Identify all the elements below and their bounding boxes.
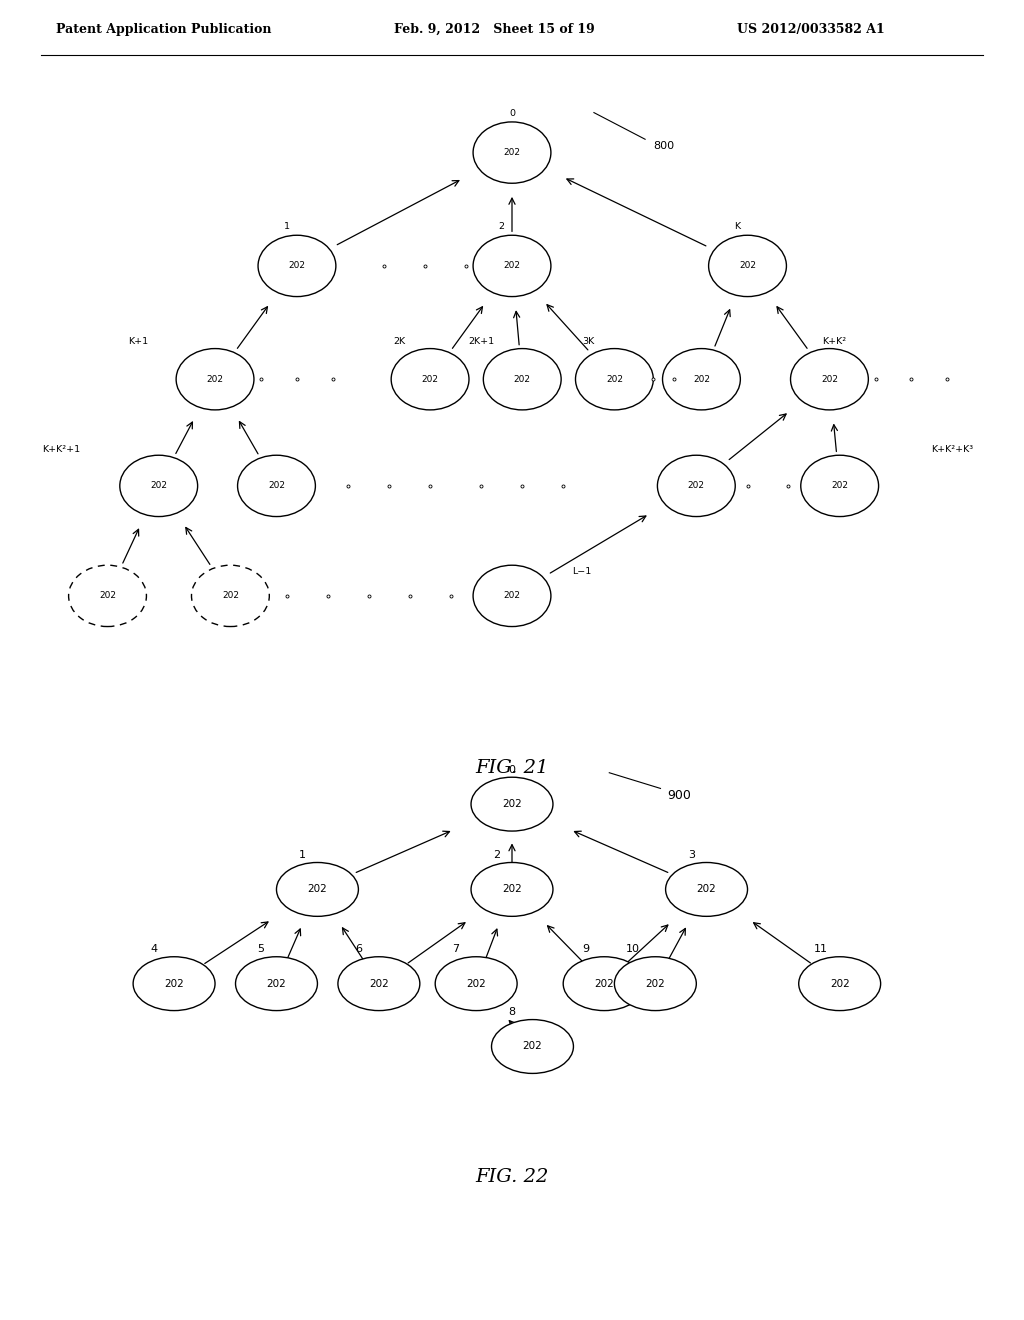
Text: 202: 202 (504, 261, 520, 271)
Text: 202: 202 (502, 799, 522, 809)
Text: 202: 202 (151, 482, 167, 491)
Text: K+1: K+1 (128, 337, 148, 346)
Ellipse shape (258, 235, 336, 297)
Ellipse shape (176, 348, 254, 411)
Text: 202: 202 (831, 482, 848, 491)
Text: 202: 202 (696, 884, 717, 895)
Text: 2: 2 (494, 850, 500, 861)
Text: 202: 202 (504, 591, 520, 601)
Text: 202: 202 (422, 375, 438, 384)
Ellipse shape (238, 455, 315, 516)
Text: 2K: 2K (393, 337, 406, 346)
Ellipse shape (709, 235, 786, 297)
Ellipse shape (492, 1019, 573, 1073)
Text: 202: 202 (693, 375, 710, 384)
Ellipse shape (120, 455, 198, 516)
Ellipse shape (191, 565, 269, 627)
Ellipse shape (663, 348, 740, 411)
Ellipse shape (791, 348, 868, 411)
Text: 900: 900 (668, 789, 691, 803)
Ellipse shape (435, 957, 517, 1011)
Text: 202: 202 (688, 482, 705, 491)
Text: 202: 202 (222, 591, 239, 601)
Text: 6: 6 (355, 945, 361, 954)
Text: Patent Application Publication: Patent Application Publication (56, 22, 271, 36)
Text: 202: 202 (606, 375, 623, 384)
Ellipse shape (473, 235, 551, 297)
Text: 202: 202 (594, 978, 614, 989)
Text: 202: 202 (829, 978, 850, 989)
Text: 202: 202 (502, 884, 522, 895)
Ellipse shape (236, 957, 317, 1011)
Text: 3K: 3K (583, 337, 595, 346)
Text: 5: 5 (258, 945, 264, 954)
Text: 202: 202 (307, 884, 328, 895)
Text: 800: 800 (653, 141, 675, 150)
Text: 202: 202 (266, 978, 287, 989)
Text: 202: 202 (739, 261, 756, 271)
Text: 202: 202 (522, 1041, 543, 1052)
Text: 1: 1 (299, 850, 305, 861)
Ellipse shape (391, 348, 469, 411)
Text: 202: 202 (369, 978, 389, 989)
Text: 202: 202 (514, 375, 530, 384)
Text: K+K²+1: K+K²+1 (42, 445, 81, 454)
Text: 202: 202 (821, 375, 838, 384)
Ellipse shape (801, 455, 879, 516)
Text: 202: 202 (268, 482, 285, 491)
Text: 1: 1 (284, 222, 290, 231)
Text: 11: 11 (814, 945, 828, 954)
Ellipse shape (471, 777, 553, 832)
Ellipse shape (133, 957, 215, 1011)
Text: FIG. 21: FIG. 21 (475, 759, 549, 777)
Text: 2K+1: 2K+1 (468, 337, 495, 346)
Ellipse shape (614, 957, 696, 1011)
Text: 202: 202 (289, 261, 305, 271)
Text: 0: 0 (509, 110, 515, 117)
Text: 7: 7 (453, 945, 459, 954)
Text: L−1: L−1 (572, 566, 591, 576)
Text: 8: 8 (509, 1007, 515, 1018)
Text: 202: 202 (645, 978, 666, 989)
Text: K+K²: K+K² (822, 337, 847, 346)
Ellipse shape (799, 957, 881, 1011)
Text: US 2012/0033582 A1: US 2012/0033582 A1 (737, 22, 885, 36)
Text: 202: 202 (164, 978, 184, 989)
Ellipse shape (657, 455, 735, 516)
Ellipse shape (338, 957, 420, 1011)
Ellipse shape (276, 862, 358, 916)
Ellipse shape (483, 348, 561, 411)
Text: 10: 10 (626, 945, 640, 954)
Ellipse shape (69, 565, 146, 627)
Text: K: K (734, 222, 740, 231)
Text: 3: 3 (688, 850, 694, 861)
Text: 0: 0 (509, 766, 515, 775)
Text: 4: 4 (151, 945, 157, 954)
Ellipse shape (575, 348, 653, 411)
Text: 202: 202 (466, 978, 486, 989)
Text: 9: 9 (583, 945, 589, 954)
Text: 2: 2 (499, 222, 505, 231)
Ellipse shape (471, 862, 553, 916)
Ellipse shape (563, 957, 645, 1011)
Ellipse shape (473, 121, 551, 183)
Ellipse shape (473, 565, 551, 627)
Text: K+K²+K³: K+K²+K³ (931, 445, 974, 454)
Text: 202: 202 (207, 375, 223, 384)
Text: 202: 202 (99, 591, 116, 601)
Text: Feb. 9, 2012   Sheet 15 of 19: Feb. 9, 2012 Sheet 15 of 19 (394, 22, 595, 36)
Text: 202: 202 (504, 148, 520, 157)
Ellipse shape (666, 862, 748, 916)
Text: FIG. 22: FIG. 22 (475, 1168, 549, 1185)
